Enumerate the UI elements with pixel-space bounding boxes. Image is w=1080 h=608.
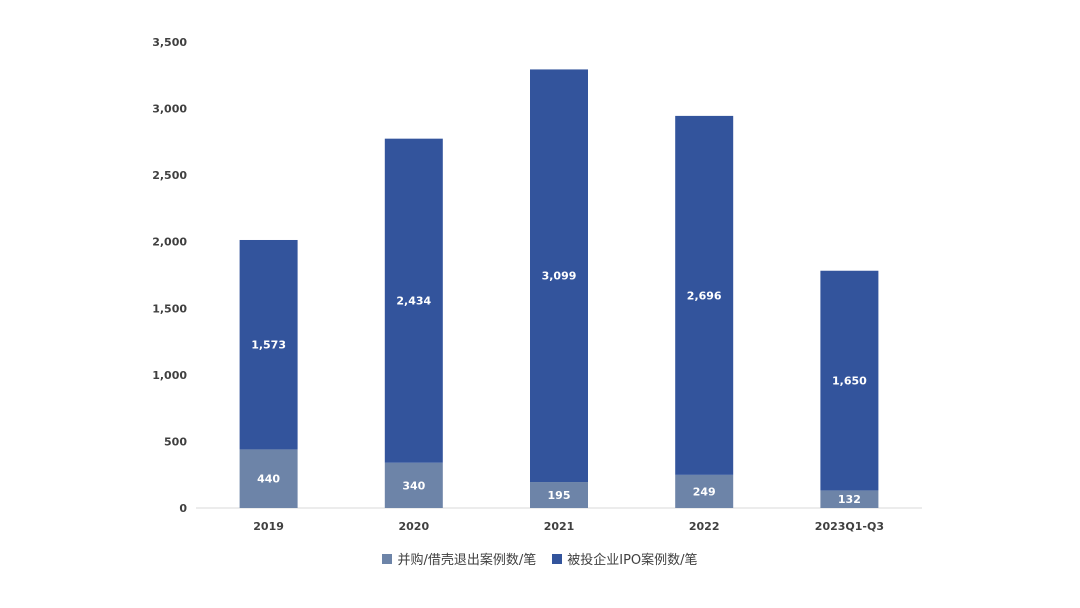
bar-segment-ipo [530, 69, 588, 483]
y-tick-label: 1,000 [152, 369, 187, 382]
data-label: 3,099 [542, 270, 577, 283]
data-label: 2,434 [396, 295, 431, 308]
data-label: 249 [693, 485, 716, 498]
bar-segment-mna [820, 490, 879, 508]
x-tick-label: 2023Q1-Q3 [815, 520, 884, 533]
y-tick-label: 1,500 [152, 302, 187, 315]
bar-segment-ipo [384, 138, 443, 463]
y-tick-label: 3,000 [152, 103, 187, 116]
x-tick-label: 2021 [544, 520, 575, 533]
legend-label-mna: 并购/借壳退出案例数/笔 [397, 553, 537, 568]
bar-segment-ipo [820, 270, 879, 491]
bar-segment-ipo [239, 239, 298, 450]
legend-item-mna: 并购/借壳退出案例数/笔 [382, 549, 536, 568]
y-tick-label: 500 [164, 435, 187, 448]
bar-segment-mna [675, 474, 734, 508]
legend-swatch-ipo [552, 553, 563, 564]
data-label: 195 [548, 489, 571, 502]
data-label: 340 [402, 479, 425, 492]
x-tick-label: 2022 [689, 520, 720, 533]
data-label: 1,573 [251, 339, 286, 352]
y-tick-label: 2,000 [152, 236, 187, 249]
bar-segment-mna [384, 462, 443, 508]
data-label: 132 [838, 493, 861, 506]
legend-swatch-mna [382, 553, 393, 564]
data-label: 440 [257, 473, 280, 486]
y-tick-label: 0 [179, 502, 187, 515]
x-tick-label: 2020 [398, 520, 429, 533]
y-tick-label: 3,500 [152, 36, 187, 49]
bar-segment-mna [530, 482, 588, 508]
legend-label-ipo: 被投企业IPO案例数/笔 [567, 553, 698, 568]
y-tick-label: 2,500 [152, 169, 187, 182]
legend: 并购/借壳退出案例数/笔 被投企业IPO案例数/笔 [0, 549, 1080, 568]
bar-segment-ipo [675, 115, 734, 475]
x-tick-label: 2019 [253, 520, 284, 533]
bar-segment-mna [239, 449, 298, 508]
data-label: 2,696 [687, 289, 722, 302]
data-label: 1,650 [832, 375, 867, 388]
legend-item-ipo: 被投企业IPO案例数/笔 [552, 549, 698, 568]
